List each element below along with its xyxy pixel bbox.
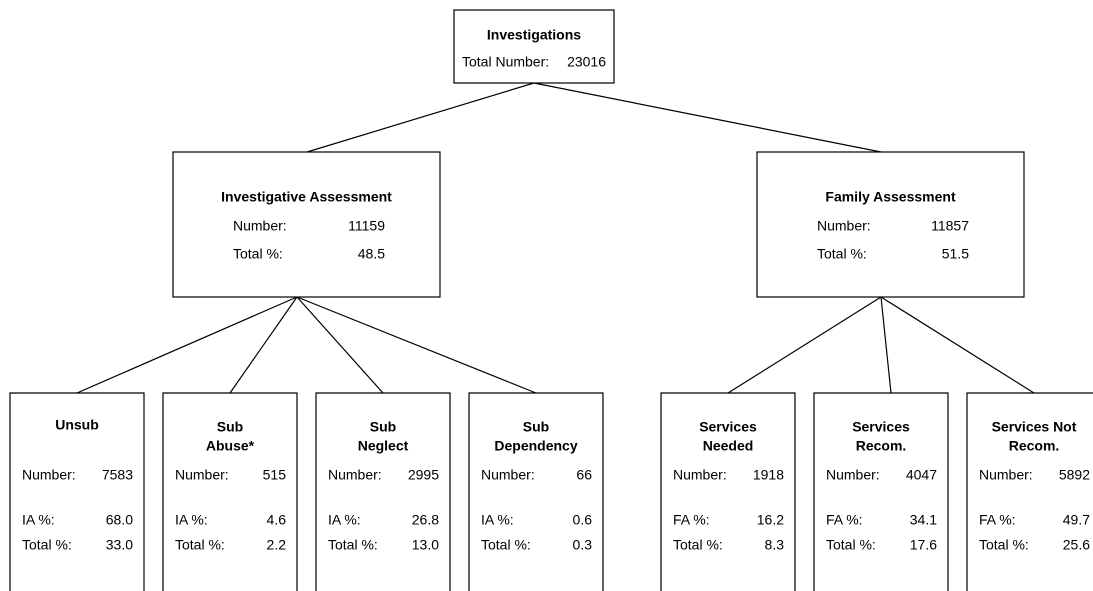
row-label: Number: bbox=[22, 467, 76, 483]
node-title: Investigations bbox=[487, 27, 581, 43]
node-title: Recom. bbox=[1009, 438, 1060, 454]
row-value: 4047 bbox=[906, 467, 937, 483]
row-value: 4.6 bbox=[267, 512, 287, 528]
row-value: 68.0 bbox=[106, 512, 133, 528]
row-label: Total %: bbox=[22, 537, 72, 553]
row-label: Total %: bbox=[233, 246, 283, 262]
row-label: FA %: bbox=[673, 512, 710, 528]
node-title: Needed bbox=[703, 438, 754, 454]
row-label: Total %: bbox=[826, 537, 876, 553]
node-title: Sub bbox=[370, 419, 396, 435]
row-value: 0.3 bbox=[573, 537, 593, 553]
connector bbox=[727, 296, 882, 394]
connector bbox=[306, 82, 535, 153]
connector bbox=[296, 296, 384, 394]
row-label: IA %: bbox=[481, 512, 514, 528]
connector bbox=[76, 296, 298, 394]
row-label: Total %: bbox=[481, 537, 531, 553]
row-label: FA %: bbox=[826, 512, 863, 528]
row-value: 49.7 bbox=[1063, 512, 1090, 528]
row-value: 5892 bbox=[1059, 467, 1090, 483]
connector bbox=[229, 296, 298, 394]
row-label: Number: bbox=[817, 218, 871, 234]
node-title: Sub bbox=[523, 419, 549, 435]
row-label: IA %: bbox=[22, 512, 55, 528]
row-label: Total Number: bbox=[462, 54, 549, 70]
node-box bbox=[172, 151, 441, 298]
connector bbox=[296, 296, 537, 394]
node-title: Investigative Assessment bbox=[221, 189, 392, 205]
node-box bbox=[660, 392, 796, 591]
row-value: 23016 bbox=[567, 54, 606, 70]
row-label: Number: bbox=[328, 467, 382, 483]
row-label: Total %: bbox=[979, 537, 1029, 553]
row-label: Number: bbox=[481, 467, 535, 483]
connector bbox=[880, 296, 892, 394]
row-label: Total %: bbox=[817, 246, 867, 262]
node-title: Recom. bbox=[856, 438, 907, 454]
node-box bbox=[453, 9, 615, 84]
row-value: 515 bbox=[263, 467, 287, 483]
row-value: 26.8 bbox=[412, 512, 439, 528]
row-value: 66 bbox=[576, 467, 592, 483]
row-value: 51.5 bbox=[942, 246, 969, 262]
node-box bbox=[162, 392, 298, 591]
node-box bbox=[756, 151, 1025, 298]
row-value: 2.2 bbox=[267, 537, 287, 553]
node-box bbox=[966, 392, 1093, 591]
row-value: 33.0 bbox=[106, 537, 133, 553]
row-label: Number: bbox=[175, 467, 229, 483]
row-label: Total %: bbox=[328, 537, 378, 553]
row-value: 48.5 bbox=[358, 246, 385, 262]
row-label: FA %: bbox=[979, 512, 1016, 528]
node-title: Sub bbox=[217, 419, 243, 435]
node-title: Services Not bbox=[992, 419, 1077, 435]
row-label: Total %: bbox=[175, 537, 225, 553]
row-value: 11159 bbox=[348, 218, 385, 234]
row-label: Number: bbox=[826, 467, 880, 483]
node-title: Neglect bbox=[358, 438, 409, 454]
row-value: 34.1 bbox=[910, 512, 937, 528]
row-label: Total %: bbox=[673, 537, 723, 553]
node-title: Dependency bbox=[494, 438, 577, 454]
node-title: Services bbox=[852, 419, 910, 435]
row-value: 11857 bbox=[931, 218, 969, 234]
row-label: Number: bbox=[233, 218, 287, 234]
connector bbox=[880, 296, 1035, 394]
node-box bbox=[9, 392, 145, 591]
node-title: Unsub bbox=[55, 417, 99, 433]
row-value: 25.6 bbox=[1063, 537, 1090, 553]
node-title: Family Assessment bbox=[825, 189, 956, 205]
row-value: 16.2 bbox=[757, 512, 784, 528]
row-label: Number: bbox=[673, 467, 727, 483]
row-value: 2995 bbox=[408, 467, 439, 483]
row-value: 17.6 bbox=[910, 537, 937, 553]
node-box bbox=[813, 392, 949, 591]
node-title: Abuse* bbox=[206, 438, 255, 454]
row-value: 8.3 bbox=[765, 537, 785, 553]
row-value: 7583 bbox=[102, 467, 133, 483]
node-title: Services bbox=[699, 419, 757, 435]
row-label: IA %: bbox=[328, 512, 361, 528]
node-box bbox=[315, 392, 451, 591]
row-label: Number: bbox=[979, 467, 1033, 483]
connector bbox=[533, 82, 882, 153]
row-value: 13.0 bbox=[412, 537, 439, 553]
row-value: 1918 bbox=[753, 467, 784, 483]
node-box bbox=[468, 392, 604, 591]
row-value: 0.6 bbox=[573, 512, 593, 528]
row-label: IA %: bbox=[175, 512, 208, 528]
